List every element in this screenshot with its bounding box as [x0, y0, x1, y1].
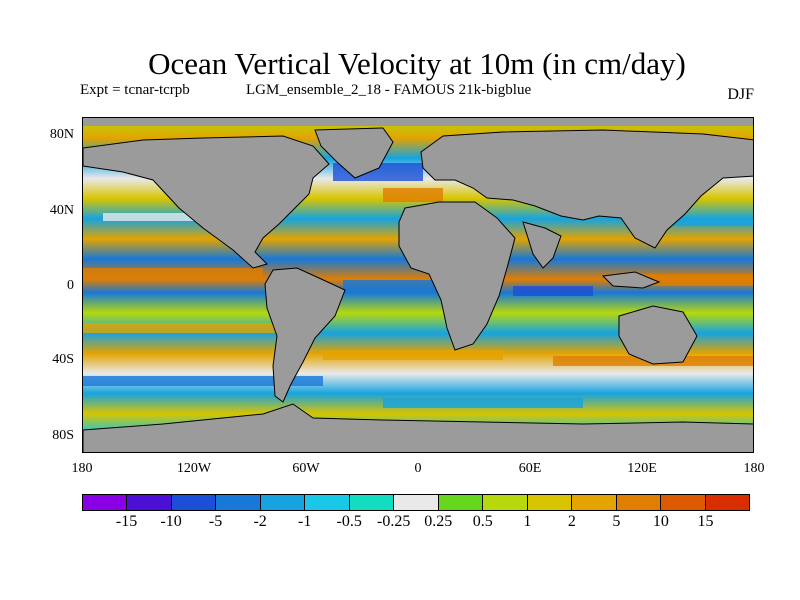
legend-label: -0.25	[377, 513, 411, 530]
legend-swatch	[572, 495, 617, 510]
lat-label-80n: 80N	[49, 127, 74, 142]
lon-label-60w: 60W	[292, 461, 320, 476]
legend-swatch	[483, 495, 528, 510]
lon-label-180w: 180	[71, 461, 93, 476]
legend-swatch	[438, 495, 484, 510]
legend-swatch	[305, 495, 350, 510]
eurasia	[420, 129, 753, 249]
legend-swatch	[127, 495, 172, 510]
run-label: LGM_ensemble_2_18 - FAMOUS 21k-bigblue	[246, 82, 532, 98]
lat-label-80s: 80S	[52, 428, 74, 443]
legend-swatch	[171, 495, 217, 510]
legend-swatch	[705, 495, 750, 510]
legend-label: 5	[612, 513, 621, 530]
lon-label-120w: 120W	[176, 461, 212, 476]
lat-label-40s: 40S	[52, 352, 74, 367]
south-america	[264, 267, 346, 403]
map-title: Ocean Vertical Velocity at 10m (in cm/da…	[148, 46, 686, 81]
legend-swatch	[527, 495, 573, 510]
lat-label-40n: 40N	[49, 203, 74, 218]
experiment-label: Expt = tcnar-tcrpb	[80, 82, 190, 98]
africa	[398, 201, 516, 351]
legend-label: -1	[297, 513, 312, 530]
legend-label: -0.5	[336, 513, 362, 530]
legend-label: 10	[652, 513, 669, 530]
legend-label: -5	[208, 513, 223, 530]
lon-label-180e: 180	[743, 461, 765, 476]
indonesia	[601, 271, 661, 289]
lon-label-0: 0	[414, 461, 422, 476]
legend-label: 0.25	[424, 513, 453, 530]
australia	[618, 305, 698, 365]
legend-swatch	[394, 495, 439, 510]
legend-label: -2	[253, 513, 267, 530]
legend-label: 15	[697, 513, 714, 530]
legend-label: 0.5	[472, 513, 493, 530]
legend-swatch	[216, 495, 261, 510]
legend-swatch	[661, 495, 706, 510]
legend-swatch	[616, 495, 662, 510]
legend-label: -10	[160, 513, 182, 530]
lon-label-120e: 120E	[627, 461, 657, 476]
legend-swatch	[83, 495, 128, 510]
antarctica	[83, 403, 753, 452]
north-america	[83, 135, 330, 269]
legend-swatch	[260, 495, 306, 510]
arctic-land	[83, 118, 753, 126]
legend-label: -15	[115, 513, 138, 530]
india	[522, 221, 562, 269]
land-masses	[83, 118, 753, 452]
greenland	[314, 127, 394, 179]
legend-label: 1	[523, 513, 532, 530]
season-label: DJF	[727, 86, 754, 103]
lat-label-0: 0	[67, 278, 74, 293]
color-legend	[82, 494, 750, 511]
legend-label: 2	[567, 513, 576, 530]
velocity-map	[82, 117, 754, 453]
lon-label-60e: 60E	[518, 461, 542, 476]
legend-swatch	[349, 495, 395, 510]
